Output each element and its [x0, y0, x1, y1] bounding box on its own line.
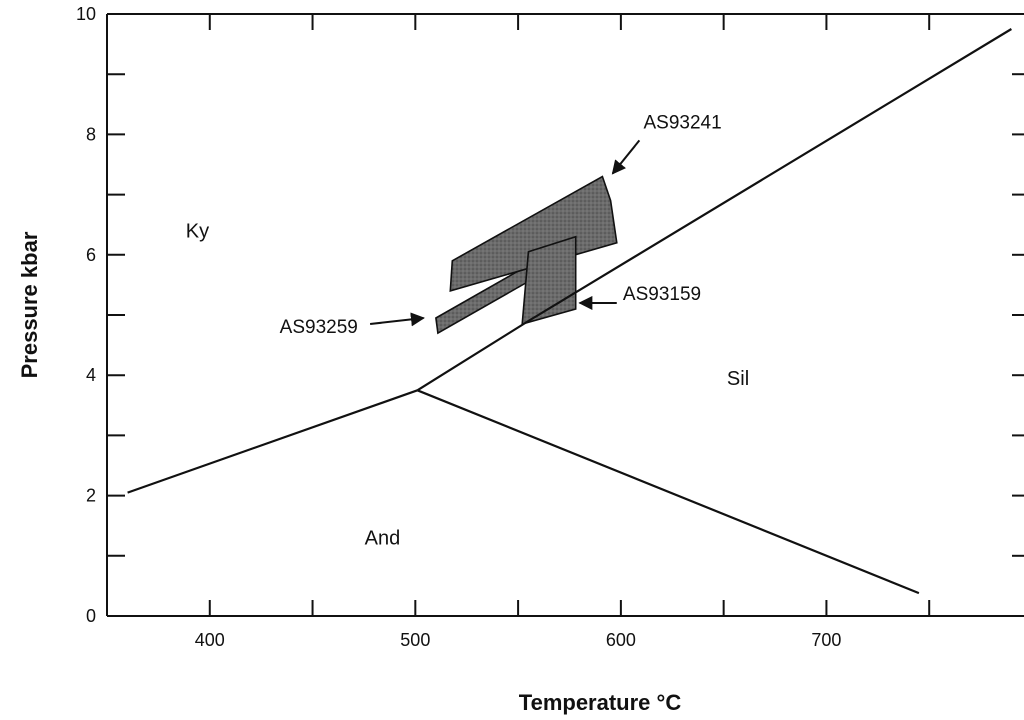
sample-region-as93241	[449, 175, 618, 292]
y-tick-label: 8	[86, 124, 96, 144]
y-tick-label: 2	[86, 486, 96, 506]
x-tick-label: 600	[606, 630, 636, 650]
x-axis-label: Temperature °C	[518, 690, 682, 715]
x-tick-label: 500	[400, 630, 430, 650]
sample-label-as93159: AS93159	[623, 284, 701, 305]
boundary-ky-sil	[416, 28, 1012, 392]
boundary-ky-and	[127, 389, 418, 494]
arrow-as93241	[611, 139, 641, 175]
boundary-and-sil	[416, 389, 920, 595]
x-tick-label: 700	[811, 630, 841, 650]
region-label-sil-region: Sil	[727, 368, 749, 390]
region-label-ky-region: Ky	[186, 221, 209, 243]
sample-label-as93241: AS93241	[643, 112, 721, 133]
y-tick-label: 6	[86, 245, 96, 265]
y-axis-label: Pressure kbar	[17, 231, 42, 379]
arrow-as93259	[369, 312, 425, 327]
sample-label-as93259: AS93259	[280, 317, 358, 338]
y-tick-label: 0	[86, 606, 96, 626]
sample-region-as93159	[521, 235, 577, 326]
y-tick-label: 4	[86, 365, 96, 385]
region-label-and-region: And	[365, 528, 401, 550]
x-tick-label: 400	[195, 630, 225, 650]
y-tick-label: 10	[76, 4, 96, 24]
